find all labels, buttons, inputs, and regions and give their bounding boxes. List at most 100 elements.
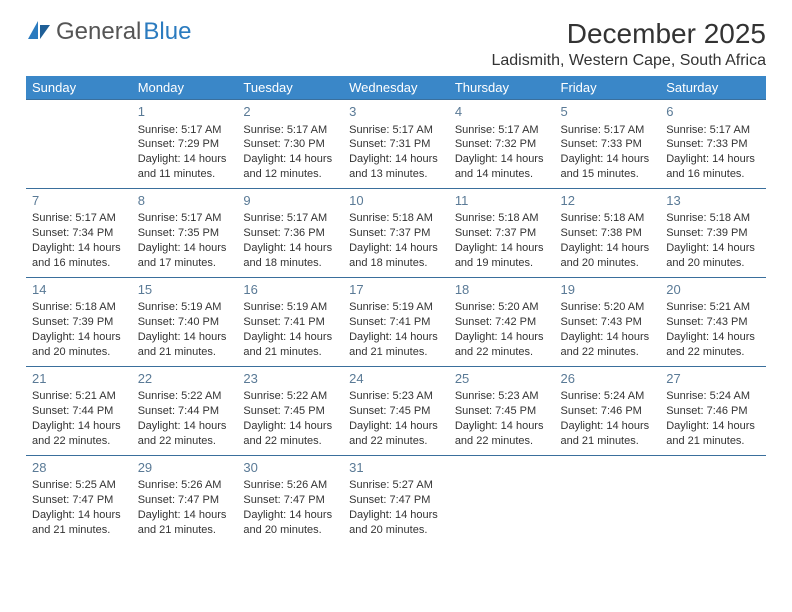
- sunset-line: Sunset: 7:33 PM: [666, 137, 760, 152]
- day-number: 1: [138, 103, 232, 121]
- calendar-cell: 23Sunrise: 5:22 AMSunset: 7:45 PMDayligh…: [237, 366, 343, 455]
- sunset-line: Sunset: 7:47 PM: [138, 493, 232, 508]
- day-number: 5: [561, 103, 655, 121]
- calendar-cell: 4Sunrise: 5:17 AMSunset: 7:32 PMDaylight…: [449, 100, 555, 189]
- daylight-line: Daylight: 14 hours and 16 minutes.: [666, 152, 760, 182]
- day-number: 12: [561, 192, 655, 210]
- daylight-line: Daylight: 14 hours and 22 minutes.: [455, 419, 549, 449]
- sunrise-line: Sunrise: 5:19 AM: [138, 300, 232, 315]
- daylight-line: Daylight: 14 hours and 22 minutes.: [455, 330, 549, 360]
- daylight-line: Daylight: 14 hours and 20 minutes.: [32, 330, 126, 360]
- calendar-week: 1Sunrise: 5:17 AMSunset: 7:29 PMDaylight…: [26, 100, 766, 189]
- sunrise-line: Sunrise: 5:17 AM: [138, 123, 232, 138]
- daylight-line: Daylight: 14 hours and 21 minutes.: [138, 330, 232, 360]
- calendar-week: 14Sunrise: 5:18 AMSunset: 7:39 PMDayligh…: [26, 277, 766, 366]
- day-number: 30: [243, 459, 337, 477]
- daylight-line: Daylight: 14 hours and 21 minutes.: [349, 330, 443, 360]
- day-number: 25: [455, 370, 549, 388]
- calendar-table: SundayMondayTuesdayWednesdayThursdayFrid…: [26, 76, 766, 544]
- daylight-line: Daylight: 14 hours and 22 minutes.: [243, 419, 337, 449]
- calendar-cell: 17Sunrise: 5:19 AMSunset: 7:41 PMDayligh…: [343, 277, 449, 366]
- daylight-line: Daylight: 14 hours and 20 minutes.: [666, 241, 760, 271]
- sunset-line: Sunset: 7:41 PM: [243, 315, 337, 330]
- daylight-line: Daylight: 14 hours and 20 minutes.: [243, 508, 337, 538]
- daylight-line: Daylight: 14 hours and 21 minutes.: [561, 419, 655, 449]
- weekday-monday: Monday: [132, 76, 238, 100]
- day-number: 19: [561, 281, 655, 299]
- day-number: 4: [455, 103, 549, 121]
- daylight-line: Daylight: 14 hours and 21 minutes.: [32, 508, 126, 538]
- sunset-line: Sunset: 7:47 PM: [32, 493, 126, 508]
- weekday-friday: Friday: [555, 76, 661, 100]
- calendar-week: 7Sunrise: 5:17 AMSunset: 7:34 PMDaylight…: [26, 188, 766, 277]
- sunrise-line: Sunrise: 5:24 AM: [666, 389, 760, 404]
- sunset-line: Sunset: 7:29 PM: [138, 137, 232, 152]
- daylight-line: Daylight: 14 hours and 12 minutes.: [243, 152, 337, 182]
- title-block: December 2025 Ladismith, Western Cape, S…: [491, 18, 766, 70]
- calendar-cell: 15Sunrise: 5:19 AMSunset: 7:40 PMDayligh…: [132, 277, 238, 366]
- day-number: 11: [455, 192, 549, 210]
- daylight-line: Daylight: 14 hours and 22 minutes.: [138, 419, 232, 449]
- day-number: 3: [349, 103, 443, 121]
- calendar-cell: 26Sunrise: 5:24 AMSunset: 7:46 PMDayligh…: [555, 366, 661, 455]
- sunrise-line: Sunrise: 5:18 AM: [349, 211, 443, 226]
- sunset-line: Sunset: 7:45 PM: [243, 404, 337, 419]
- daylight-line: Daylight: 14 hours and 19 minutes.: [455, 241, 549, 271]
- calendar-cell: 9Sunrise: 5:17 AMSunset: 7:36 PMDaylight…: [237, 188, 343, 277]
- daylight-line: Daylight: 14 hours and 11 minutes.: [138, 152, 232, 182]
- sunset-line: Sunset: 7:38 PM: [561, 226, 655, 241]
- day-number: 14: [32, 281, 126, 299]
- sunrise-line: Sunrise: 5:17 AM: [138, 211, 232, 226]
- daylight-line: Daylight: 14 hours and 22 minutes.: [349, 419, 443, 449]
- daylight-line: Daylight: 14 hours and 22 minutes.: [561, 330, 655, 360]
- sunrise-line: Sunrise: 5:18 AM: [561, 211, 655, 226]
- day-number: 22: [138, 370, 232, 388]
- sunset-line: Sunset: 7:34 PM: [32, 226, 126, 241]
- sunset-line: Sunset: 7:37 PM: [455, 226, 549, 241]
- daylight-line: Daylight: 14 hours and 14 minutes.: [455, 152, 549, 182]
- sunrise-line: Sunrise: 5:22 AM: [243, 389, 337, 404]
- sunrise-line: Sunrise: 5:22 AM: [138, 389, 232, 404]
- sunset-line: Sunset: 7:40 PM: [138, 315, 232, 330]
- sunset-line: Sunset: 7:33 PM: [561, 137, 655, 152]
- sunset-line: Sunset: 7:44 PM: [138, 404, 232, 419]
- calendar-cell: 19Sunrise: 5:20 AMSunset: 7:43 PMDayligh…: [555, 277, 661, 366]
- calendar-week: 21Sunrise: 5:21 AMSunset: 7:44 PMDayligh…: [26, 366, 766, 455]
- logo-text-1: General: [56, 18, 141, 46]
- day-number: 9: [243, 192, 337, 210]
- calendar-cell: 18Sunrise: 5:20 AMSunset: 7:42 PMDayligh…: [449, 277, 555, 366]
- calendar-cell: 3Sunrise: 5:17 AMSunset: 7:31 PMDaylight…: [343, 100, 449, 189]
- sunrise-line: Sunrise: 5:17 AM: [243, 123, 337, 138]
- sunrise-line: Sunrise: 5:27 AM: [349, 478, 443, 493]
- sunrise-line: Sunrise: 5:17 AM: [561, 123, 655, 138]
- sunset-line: Sunset: 7:43 PM: [666, 315, 760, 330]
- sunrise-line: Sunrise: 5:19 AM: [243, 300, 337, 315]
- sunset-line: Sunset: 7:30 PM: [243, 137, 337, 152]
- day-number: 31: [349, 459, 443, 477]
- sunset-line: Sunset: 7:45 PM: [455, 404, 549, 419]
- daylight-line: Daylight: 14 hours and 21 minutes.: [243, 330, 337, 360]
- calendar-cell: 8Sunrise: 5:17 AMSunset: 7:35 PMDaylight…: [132, 188, 238, 277]
- calendar-cell: [26, 100, 132, 189]
- daylight-line: Daylight: 14 hours and 15 minutes.: [561, 152, 655, 182]
- sunset-line: Sunset: 7:35 PM: [138, 226, 232, 241]
- calendar-cell: 27Sunrise: 5:24 AMSunset: 7:46 PMDayligh…: [660, 366, 766, 455]
- sunrise-line: Sunrise: 5:18 AM: [455, 211, 549, 226]
- calendar-cell: 7Sunrise: 5:17 AMSunset: 7:34 PMDaylight…: [26, 188, 132, 277]
- sunset-line: Sunset: 7:47 PM: [243, 493, 337, 508]
- sunrise-line: Sunrise: 5:17 AM: [349, 123, 443, 138]
- sunset-line: Sunset: 7:43 PM: [561, 315, 655, 330]
- calendar-cell: 28Sunrise: 5:25 AMSunset: 7:47 PMDayligh…: [26, 455, 132, 543]
- sunrise-line: Sunrise: 5:26 AM: [138, 478, 232, 493]
- calendar-cell: 11Sunrise: 5:18 AMSunset: 7:37 PMDayligh…: [449, 188, 555, 277]
- sunrise-line: Sunrise: 5:20 AM: [455, 300, 549, 315]
- weekday-saturday: Saturday: [660, 76, 766, 100]
- daylight-line: Daylight: 14 hours and 18 minutes.: [349, 241, 443, 271]
- calendar-cell: 30Sunrise: 5:26 AMSunset: 7:47 PMDayligh…: [237, 455, 343, 543]
- month-title: December 2025: [491, 18, 766, 50]
- sunset-line: Sunset: 7:31 PM: [349, 137, 443, 152]
- day-number: 2: [243, 103, 337, 121]
- logo-text-2: Blue: [143, 18, 191, 46]
- calendar-cell: 29Sunrise: 5:26 AMSunset: 7:47 PMDayligh…: [132, 455, 238, 543]
- day-number: 16: [243, 281, 337, 299]
